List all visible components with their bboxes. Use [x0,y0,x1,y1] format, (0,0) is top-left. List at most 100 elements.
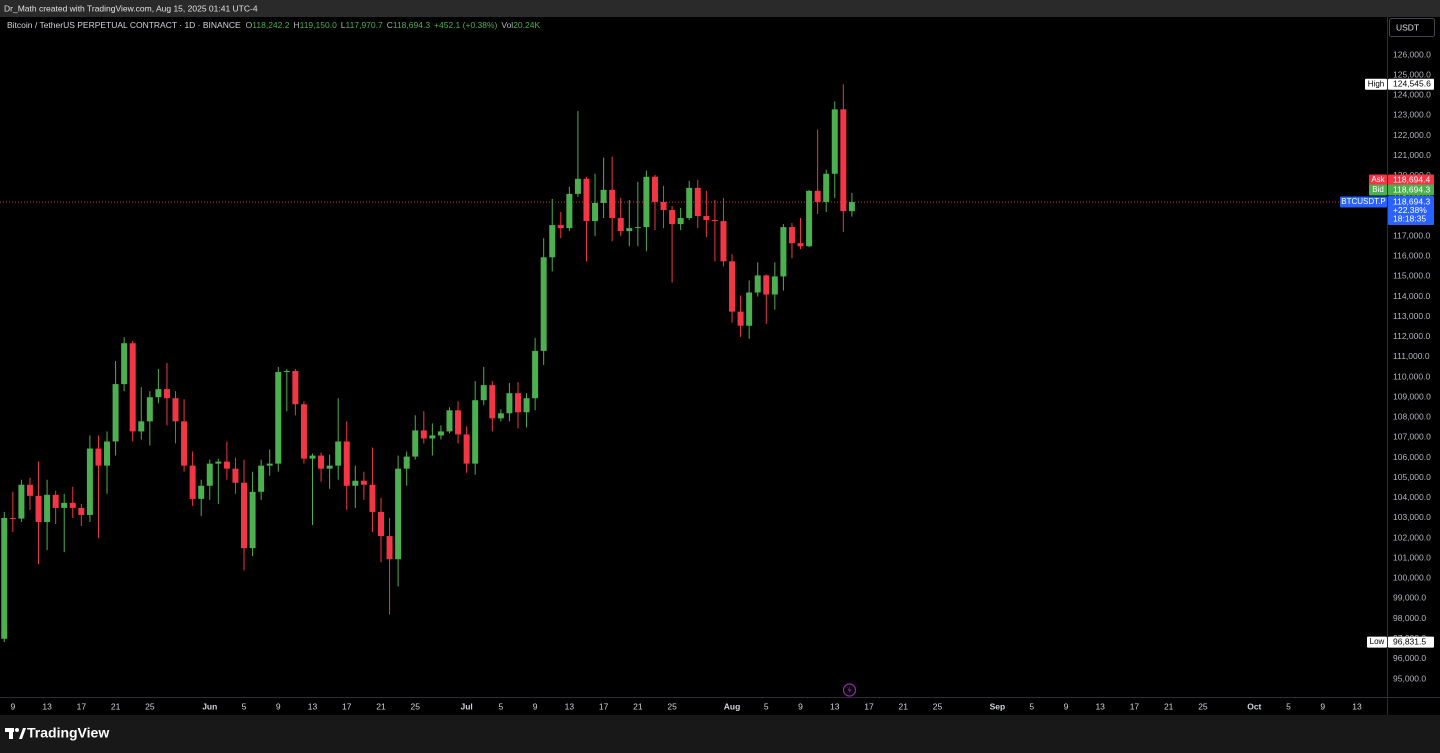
x-tick-label: Jul [460,701,472,711]
candle-body [763,275,770,295]
candle-body [95,448,102,466]
x-tick-label: 13 [565,701,575,711]
candle-body [686,187,693,219]
candle-body [694,187,701,217]
candle-body [377,511,384,537]
candle-body [446,410,453,432]
x-tick-label: 9 [1320,701,1325,711]
candle-body [472,400,479,464]
candle-body [600,189,607,203]
candle-body [823,173,830,202]
last-countdown: 18:18:35 [1393,213,1426,223]
candle-body [609,189,616,219]
candle-body [318,455,325,469]
marker-name: Bid [1372,185,1384,194]
candle-body [480,385,487,401]
candle-body [335,441,342,466]
candle-body [112,384,119,442]
candle-body [104,441,111,466]
y-tick-label: 122,000.0 [1393,130,1431,140]
candle-body [703,216,710,221]
y-tick-label: 108,000.0 [1393,412,1431,422]
marker-name-box [1369,184,1387,196]
candle-body [814,190,821,202]
y-tick-label: 121,000.0 [1393,150,1431,160]
last-value: 118,694.3 [1393,196,1430,206]
candle-body [129,343,136,432]
candle-body [669,209,676,225]
x-tick-label: 21 [633,701,643,711]
x-tick-label: 17 [77,701,87,711]
x-tick-label: 21 [376,701,386,711]
x-tick-label: 5 [498,701,503,711]
candle-body [352,480,359,486]
candle-body [61,502,68,508]
candle-body [403,456,410,469]
candle-body [275,372,282,464]
candle-body [566,193,573,229]
y-tick-label: 106,000.0 [1393,452,1431,462]
x-tick-label: Oct [1247,701,1261,711]
lightning-icon[interactable] [842,683,857,697]
marker-name-box [1367,636,1387,648]
x-tick-label: 21 [1164,701,1174,711]
currency-box[interactable] [1389,18,1435,37]
candle-body [574,178,581,194]
logo-icon [5,728,26,739]
candle-body [746,292,753,326]
y-tick-label: 98,000.0 [1393,613,1426,623]
logo-text: TradingView [27,725,109,741]
candle-body [780,227,787,277]
candle-body [172,398,179,422]
candle-body [78,507,85,515]
legend-value: 20.24K [513,20,540,30]
x-tick-label: 9 [1064,701,1069,711]
x-tick-label: 25 [667,701,677,711]
candle-body [455,410,462,435]
x-tick-label: 9 [798,701,803,711]
x-tick-label: 5 [764,701,769,711]
x-tick-label: 17 [599,701,609,711]
marker-name-box [1365,78,1387,90]
candle-body [266,463,273,466]
candle-body [198,485,205,499]
candle-body [163,389,170,399]
candle-body [711,220,718,222]
x-tick-label: 13 [1352,701,1362,711]
x-tick-label: 17 [1130,701,1140,711]
candle-body [489,385,496,419]
plot-area: 95,000.096,000.097,000.098,000.099,000.0… [0,49,1434,711]
candle-body [26,484,33,496]
candle-body [18,484,25,519]
candle-body [617,218,624,232]
legend-title: Bitcoin / TetherUS PERPETUAL CONTRACT · … [7,20,241,30]
marker-value-box [1388,636,1434,648]
candle-body [300,404,307,459]
legend-key: L [341,20,346,30]
legend-key: H [293,20,299,30]
y-tick-label: 107,000.0 [1393,432,1431,442]
x-tick-label: 9 [10,701,15,711]
candle-body [360,480,367,485]
y-tick-label: 116,000.0 [1393,251,1430,261]
x-tick-label: 9 [276,701,281,711]
candle-body [181,421,188,466]
candle-body [729,261,736,312]
candle-body [1,517,8,639]
candle-body [386,536,393,560]
candle-body [540,257,547,351]
marker-value: 118,694.4 [1393,174,1430,184]
marker-name-box [1369,174,1387,186]
candle-body [258,465,265,492]
x-tick-label: 13 [830,701,840,711]
top-bar [0,0,1440,17]
y-tick-label: 99,000.0 [1393,593,1426,603]
candle-body [797,243,804,247]
marker-value-box [1388,78,1434,90]
candle-body [69,502,76,508]
marker-name: Low [1370,637,1385,646]
legend: Bitcoin / TetherUS PERPETUAL CONTRACT · … [7,20,540,30]
candle-body [788,227,795,244]
